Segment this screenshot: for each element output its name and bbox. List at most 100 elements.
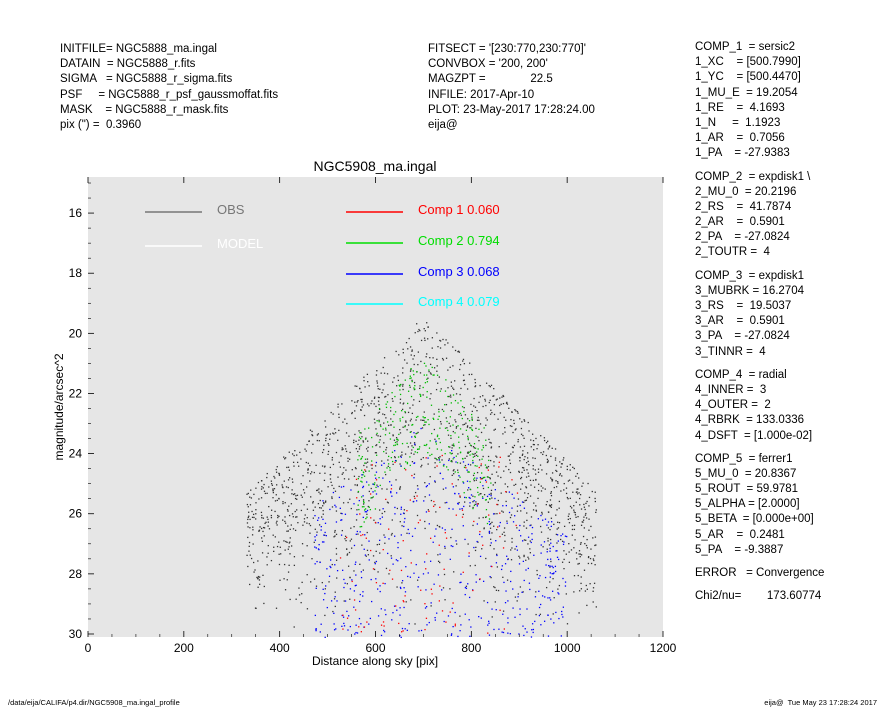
obs-point xyxy=(362,503,365,505)
comp2-point xyxy=(365,517,367,520)
obs-point xyxy=(375,444,377,447)
comp3-point xyxy=(544,576,547,579)
comp3-point xyxy=(464,593,466,596)
obs-point xyxy=(342,502,345,504)
obs-point xyxy=(536,573,538,576)
obs-point xyxy=(526,519,528,522)
obs-point xyxy=(429,475,431,478)
comp3-point xyxy=(562,606,565,608)
obs-point xyxy=(474,382,477,384)
obs-point xyxy=(270,514,273,517)
obs-point xyxy=(399,488,401,490)
obs-point xyxy=(286,579,288,581)
comp3-point xyxy=(509,633,511,635)
obs-point xyxy=(474,452,476,455)
obs-point xyxy=(387,465,389,468)
obs-point xyxy=(395,479,397,481)
comp2-point xyxy=(444,452,446,455)
obs-point xyxy=(279,579,281,581)
comp2-point xyxy=(459,476,461,478)
obs-point xyxy=(505,402,508,404)
obs-point xyxy=(386,488,388,490)
comp3-point xyxy=(342,569,344,571)
comp2-point xyxy=(357,459,359,461)
obs-point xyxy=(349,540,351,542)
obs-point xyxy=(542,546,544,548)
comp3-point xyxy=(434,619,436,621)
comp2-point xyxy=(467,438,469,441)
obs-point xyxy=(410,599,412,601)
obs-point xyxy=(468,442,471,444)
obs-point xyxy=(556,528,558,530)
comp2-point xyxy=(360,457,363,459)
obs-point xyxy=(502,394,504,397)
obs-point xyxy=(309,480,311,482)
obs-point xyxy=(399,486,402,488)
obs-point xyxy=(247,516,249,519)
obs-point xyxy=(301,543,304,545)
obs-point xyxy=(323,501,325,504)
obs-point xyxy=(284,589,287,591)
comp3-point xyxy=(317,548,320,550)
comp3-point xyxy=(459,581,461,584)
comp3-point xyxy=(370,600,373,603)
obs-point xyxy=(485,417,487,419)
obs-point xyxy=(272,497,274,499)
comp2-point xyxy=(447,429,449,432)
comp2-point xyxy=(457,425,459,427)
obs-point xyxy=(413,442,416,444)
obs-point xyxy=(478,401,480,404)
obs-point xyxy=(332,463,335,466)
obs-point xyxy=(469,450,472,452)
obs-point xyxy=(402,388,404,391)
obs-point xyxy=(474,378,476,381)
obs-point xyxy=(569,497,571,500)
obs-point xyxy=(566,496,569,499)
obs-point xyxy=(462,360,464,362)
comp3-point xyxy=(527,536,530,538)
param-line: 2_TOUTR = 4 xyxy=(695,246,770,259)
comp2-point xyxy=(436,434,439,436)
comp1-point xyxy=(419,519,421,521)
obs-point xyxy=(325,434,327,436)
comp3-point xyxy=(390,557,393,559)
obs-point xyxy=(296,516,298,518)
obs-point xyxy=(433,367,436,369)
obs-point xyxy=(381,392,383,394)
obs-point xyxy=(301,581,303,584)
obs-point xyxy=(438,376,441,378)
comp2-point xyxy=(437,418,439,420)
obs-point xyxy=(297,522,299,524)
comp3-point xyxy=(488,620,490,622)
header-middle-line: MAGZPT = 22.5 xyxy=(428,73,553,86)
obs-point xyxy=(409,386,411,388)
obs-point xyxy=(286,508,289,511)
obs-point xyxy=(489,478,491,480)
comp3-point xyxy=(462,525,464,527)
comp3-point xyxy=(451,528,453,530)
comp1-point xyxy=(452,602,454,604)
comp3-point xyxy=(325,585,327,587)
obs-point xyxy=(439,347,442,349)
obs-point xyxy=(559,461,561,463)
obs-point xyxy=(353,570,355,572)
param-line: 3_PA = -27.0824 xyxy=(695,330,790,343)
comp2-point xyxy=(478,494,480,496)
obs-point xyxy=(491,616,493,618)
obs-point xyxy=(306,508,309,510)
comp2-point xyxy=(400,410,403,412)
obs-point xyxy=(497,475,499,477)
param-line: 4_OUTER = 2 xyxy=(695,399,771,412)
obs-point xyxy=(332,432,334,434)
obs-point xyxy=(287,571,290,573)
obs-point xyxy=(321,516,323,518)
comp2-point xyxy=(394,411,397,413)
obs-point xyxy=(249,496,251,498)
obs-point xyxy=(268,486,270,488)
comp2-point xyxy=(399,393,402,396)
comp3-point xyxy=(315,534,318,536)
comp2-point xyxy=(446,420,448,423)
obs-point xyxy=(565,487,568,489)
comp3-point xyxy=(457,635,459,638)
comp3-point xyxy=(525,569,527,571)
